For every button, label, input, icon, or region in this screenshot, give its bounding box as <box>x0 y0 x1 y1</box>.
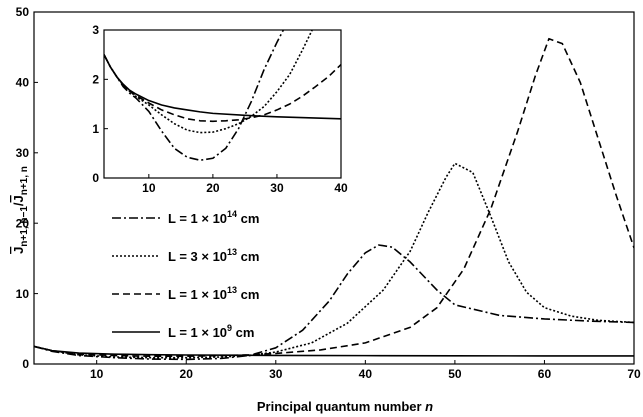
legend-label-base: L = 1 × 10 <box>168 287 227 302</box>
inset-frame <box>103 29 342 179</box>
legend-label: L = 3 × 1013 cm <box>168 247 259 264</box>
main-y-tick-label: 40 <box>16 76 30 90</box>
main-x-tick-label: 10 <box>90 367 104 381</box>
y-axis-title-slash: / <box>11 202 26 206</box>
y-axis-title-sub1: n+1, n−1 <box>19 206 30 247</box>
legend-label-exponent: 9 <box>227 323 232 333</box>
main-x-tick-label: 40 <box>359 367 373 381</box>
legend-label-base: L = 1 × 10 <box>168 211 227 226</box>
y-axis-title-j2: J <box>11 195 26 202</box>
inset-y-tick-label: 3 <box>92 23 99 37</box>
legend-label-unit: cm <box>237 249 259 264</box>
main-x-tick-label: 60 <box>538 367 552 381</box>
legend-label-exponent: 13 <box>227 285 237 295</box>
legend: L = 1 × 1014 cmL = 3 × 1013 cmL = 1 × 10… <box>112 209 259 340</box>
inset-plot-area: 10 20 30 40 0 1 2 3 <box>92 23 348 195</box>
main-x-tick-label: 50 <box>448 367 462 381</box>
inset-x-tick-label: 40 <box>334 181 348 195</box>
x-axis-title-variable: n <box>425 399 433 414</box>
main-series-line-solid <box>34 345 634 357</box>
y-axis-title-j1: J <box>11 247 26 254</box>
main-x-tick-label: 70 <box>627 367 641 381</box>
inset-y-tick-label: 1 <box>92 122 99 136</box>
legend-label: L = 1 × 1013 cm <box>168 285 259 302</box>
main-y-tick-label: 0 <box>22 357 29 371</box>
main-x-tick-label: 30 <box>269 367 283 381</box>
y-axis-title-sub2: n+1, n <box>19 166 30 195</box>
legend-label-exponent: 14 <box>227 209 237 219</box>
y-axis-title: Jn+1, n−1/Jn+1, n <box>11 166 30 254</box>
legend-label-unit: cm <box>237 211 259 226</box>
main-x-tick-label: 20 <box>180 367 194 381</box>
main-series-line-dash-dot <box>34 244 634 361</box>
inset-series-line-solid <box>104 54 341 120</box>
legend-label: L = 1 × 109 cm <box>168 323 254 340</box>
main-y-tick-label: 10 <box>16 287 30 301</box>
inset-series-group <box>104 30 341 162</box>
x-axis-title: Principal quantum number n <box>257 399 433 414</box>
inset-x-tick-label: 30 <box>270 181 284 195</box>
inset-x-tick-label: 20 <box>206 181 220 195</box>
legend-label: L = 1 × 1014 cm <box>168 209 259 226</box>
main-y-tick-label: 50 <box>16 5 30 19</box>
inset-series-line-dashed <box>104 54 341 123</box>
inset-y-tick-label: 0 <box>92 171 99 185</box>
main-y-tick-label: 30 <box>16 146 30 160</box>
main-series-group <box>34 37 634 361</box>
main-y-tick-label: 20 <box>16 216 30 230</box>
legend-label-unit: cm <box>232 325 254 340</box>
main-series-line-dashed <box>34 37 634 358</box>
legend-label-exponent: 13 <box>227 247 237 257</box>
legend-label-unit: cm <box>237 287 259 302</box>
inset-x-tick-label: 10 <box>142 181 156 195</box>
main-series-line-dotted <box>34 162 634 359</box>
legend-label-base: L = 1 × 10 <box>168 325 227 340</box>
legend-label-base: L = 3 × 10 <box>168 249 227 264</box>
inset-y-tick-label: 2 <box>92 73 99 87</box>
x-axis-title-text: Principal quantum number <box>257 399 422 414</box>
